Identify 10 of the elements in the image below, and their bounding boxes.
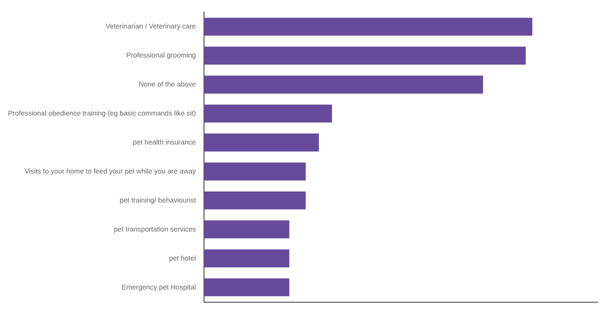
- bar: [204, 249, 290, 268]
- bar: [204, 220, 290, 238]
- bar: [204, 191, 306, 210]
- bar: [204, 76, 484, 94]
- bar: [204, 104, 332, 123]
- bar: [204, 18, 532, 36]
- bar: [204, 46, 526, 65]
- bar: [204, 162, 306, 180]
- bar: [204, 134, 319, 152]
- bar: [204, 278, 290, 296]
